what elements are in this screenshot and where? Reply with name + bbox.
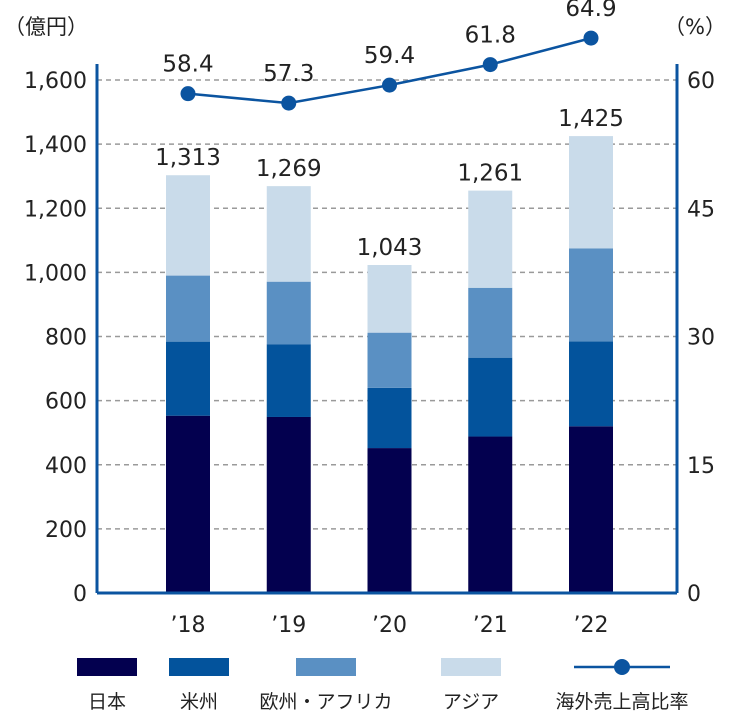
left-axis-unit: （億円） bbox=[4, 15, 88, 39]
right-tick-label: 60 bbox=[687, 69, 715, 94]
legend-label: 欧州・アフリカ bbox=[259, 691, 392, 713]
legend-label: 海外売上高比率 bbox=[555, 691, 688, 713]
right-tick-label: 30 bbox=[687, 326, 715, 351]
bar-segment bbox=[367, 265, 412, 333]
bar-segment bbox=[569, 136, 613, 249]
bar-segment bbox=[367, 332, 412, 388]
bar-segment bbox=[569, 248, 613, 342]
bar-segment bbox=[266, 416, 311, 593]
line-label: 57.3 bbox=[263, 61, 314, 87]
right-tick-label: 15 bbox=[687, 454, 715, 479]
left-tick-label: 400 bbox=[45, 454, 87, 479]
right-tick-label: 0 bbox=[687, 582, 701, 607]
x-tick-label: ’18 bbox=[171, 613, 206, 638]
left-tick-label: 1,600 bbox=[24, 69, 87, 94]
bar-segment bbox=[266, 186, 311, 282]
bar-segment bbox=[166, 415, 210, 593]
legend-marker bbox=[614, 659, 630, 675]
line-point bbox=[180, 86, 196, 102]
bar-segment bbox=[468, 287, 513, 358]
legend-label: 日本 bbox=[88, 691, 126, 713]
x-tick-labels: ’18 ’19 ’20 ’21 ’22 bbox=[171, 613, 609, 638]
right-axis-unit: （%） bbox=[664, 15, 726, 39]
total-label: 1,425 bbox=[558, 106, 624, 132]
total-label: 1,261 bbox=[457, 161, 523, 187]
line-point bbox=[281, 95, 297, 111]
bar-segment bbox=[569, 341, 613, 427]
bar-segment bbox=[367, 387, 412, 449]
legend-label: アジア bbox=[443, 691, 499, 713]
line-point bbox=[482, 57, 498, 73]
line-label: 61.8 bbox=[465, 23, 516, 49]
left-tick-labels: 0 200 400 600 800 1,000 1,200 1,400 1,600 bbox=[24, 69, 87, 607]
bar-segment bbox=[468, 190, 513, 288]
left-tick-label: 1,200 bbox=[24, 197, 87, 222]
left-tick-label: 800 bbox=[45, 326, 87, 351]
bar-segment bbox=[266, 281, 311, 345]
axes bbox=[95, 64, 679, 595]
line-label: 64.9 bbox=[565, 0, 616, 22]
bar-segment bbox=[569, 426, 613, 593]
bar-segment bbox=[166, 341, 210, 416]
bar-segment bbox=[166, 275, 210, 342]
bar-segment bbox=[468, 436, 513, 593]
right-tick-label: 45 bbox=[687, 197, 715, 222]
line-point bbox=[382, 77, 397, 93]
line-label: 59.4 bbox=[364, 43, 415, 69]
legend-swatch bbox=[77, 658, 137, 676]
left-tick-label: 1,000 bbox=[24, 261, 87, 286]
x-tick-label: ’21 bbox=[473, 613, 508, 638]
legend-swatch bbox=[169, 658, 229, 676]
legend-label: 米州 bbox=[180, 691, 218, 713]
bar-segment bbox=[468, 357, 513, 437]
x-tick-label: ’20 bbox=[372, 613, 407, 638]
left-tick-label: 1,400 bbox=[24, 133, 87, 158]
left-tick-label: 0 bbox=[73, 582, 87, 607]
total-labels: 1,313 1,269 1,043 1,261 1,425 bbox=[155, 106, 624, 261]
total-label: 1,043 bbox=[357, 235, 423, 261]
x-tick-label: ’19 bbox=[271, 613, 306, 638]
bar-segment bbox=[367, 448, 412, 593]
total-label: 1,313 bbox=[155, 145, 221, 171]
legend-swatch bbox=[296, 658, 356, 676]
total-label: 1,269 bbox=[256, 156, 322, 182]
legend: 日本 米州 欧州・アフリカ アジア 海外売上高比率 bbox=[77, 658, 689, 713]
legend-swatch bbox=[441, 658, 501, 676]
x-tick-label: ’22 bbox=[574, 613, 609, 638]
left-tick-label: 200 bbox=[45, 518, 87, 543]
overseas-ratio-line: 58.4 57.3 59.4 61.8 64.9 bbox=[162, 0, 617, 111]
left-tick-label: 600 bbox=[45, 390, 87, 415]
line-point bbox=[583, 30, 599, 46]
bar-segment bbox=[166, 175, 210, 276]
right-tick-labels: 0 15 30 45 60 bbox=[687, 69, 715, 607]
bar-segment bbox=[266, 344, 311, 417]
line-label: 58.4 bbox=[162, 52, 213, 78]
bar-stacks bbox=[166, 136, 613, 593]
